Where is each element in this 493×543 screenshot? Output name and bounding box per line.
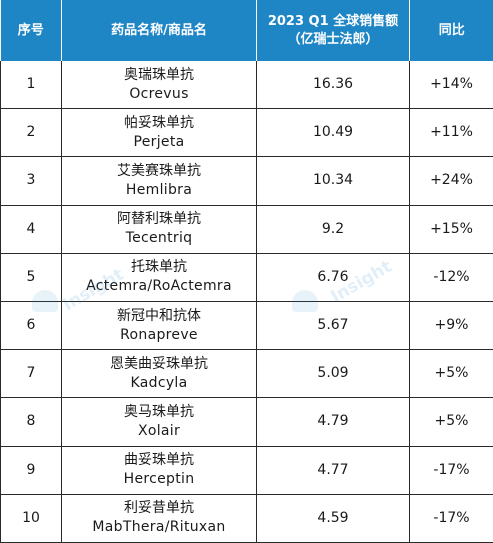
drug-name-en: Herceptin (62, 470, 256, 489)
drug-name-en: Hemlibra (62, 181, 256, 200)
sales-cell: 4.79 (257, 398, 410, 446)
drug-name-zh: 奥马珠单抗 (62, 403, 256, 422)
yoy-cell: +14% (410, 61, 493, 109)
header-sales: 2023 Q1 全球销售额 （亿瑞士法郎） (257, 0, 410, 61)
drug-name-zh: 托珠单抗 (62, 258, 256, 277)
rank-cell: 9 (1, 446, 62, 494)
yoy-cell: +24% (410, 157, 493, 205)
header-yoy: 同比 (410, 0, 493, 61)
yoy-cell: -17% (410, 494, 493, 542)
drug-name-zh: 阿替利珠单抗 (62, 210, 256, 229)
rank-cell: 7 (1, 350, 62, 398)
sales-cell: 16.36 (257, 61, 410, 109)
drug-name-en: Kadcyla (62, 374, 256, 393)
drug-name-zh: 利妥昔单抗 (62, 499, 256, 518)
rank-cell: 10 (1, 494, 62, 542)
drug-name-en: Perjeta (62, 133, 256, 152)
drug-name-zh: 曲妥珠单抗 (62, 451, 256, 470)
drug-name-zh: 恩美曲妥珠单抗 (62, 355, 256, 374)
header-rank: 序号 (1, 0, 62, 61)
yoy-cell: +11% (410, 109, 493, 157)
drug-name-zh: 新冠中和抗体 (62, 307, 256, 326)
rank-cell: 5 (1, 253, 62, 301)
sales-cell: 5.67 (257, 301, 410, 349)
rank-cell: 4 (1, 205, 62, 253)
drug-name-en: Ronapreve (62, 326, 256, 345)
drug-name-en: Ocrevus (62, 85, 256, 104)
rank-cell: 8 (1, 398, 62, 446)
drug-name-zh: 帕妥珠单抗 (62, 114, 256, 133)
sales-cell: 4.77 (257, 446, 410, 494)
yoy-cell: +5% (410, 350, 493, 398)
header-sales-line1: 2023 Q1 全球销售额 (257, 13, 409, 31)
sales-cell: 5.09 (257, 350, 410, 398)
header-name: 药品名称/商品名 (62, 0, 257, 61)
rank-cell: 1 (1, 61, 62, 109)
sales-cell: 4.59 (257, 494, 410, 542)
table-header: 序号 药品名称/商品名 2023 Q1 全球销售额 （亿瑞士法郎） 同比 (1, 0, 493, 61)
header-sales-line2: （亿瑞士法郎） (257, 31, 409, 49)
sales-cell: 6.76 (257, 253, 410, 301)
yoy-cell: +9% (410, 301, 493, 349)
rank-cell: 6 (1, 301, 62, 349)
yoy-cell: -17% (410, 446, 493, 494)
rank-cell: 3 (1, 157, 62, 205)
drug-name-en: Xolair (62, 422, 256, 441)
drug-name-en: Actemra/RoActemra (62, 277, 256, 296)
yoy-cell: +15% (410, 205, 493, 253)
rank-cell: 2 (1, 109, 62, 157)
yoy-cell: -12% (410, 253, 493, 301)
drug-name-en: Tecentriq (62, 229, 256, 248)
drug-name-zh: 奥瑞珠单抗 (62, 66, 256, 85)
sales-cell: 10.34 (257, 157, 410, 205)
drug-name-zh: 艾美赛珠单抗 (62, 162, 256, 181)
yoy-cell: +5% (410, 398, 493, 446)
sales-cell: 10.49 (257, 109, 410, 157)
header-row: 序号 药品名称/商品名 2023 Q1 全球销售额 （亿瑞士法郎） 同比 (1, 0, 493, 61)
drug-name-en: MabThera/Rituxan (62, 518, 256, 537)
sales-cell: 9.2 (257, 205, 410, 253)
